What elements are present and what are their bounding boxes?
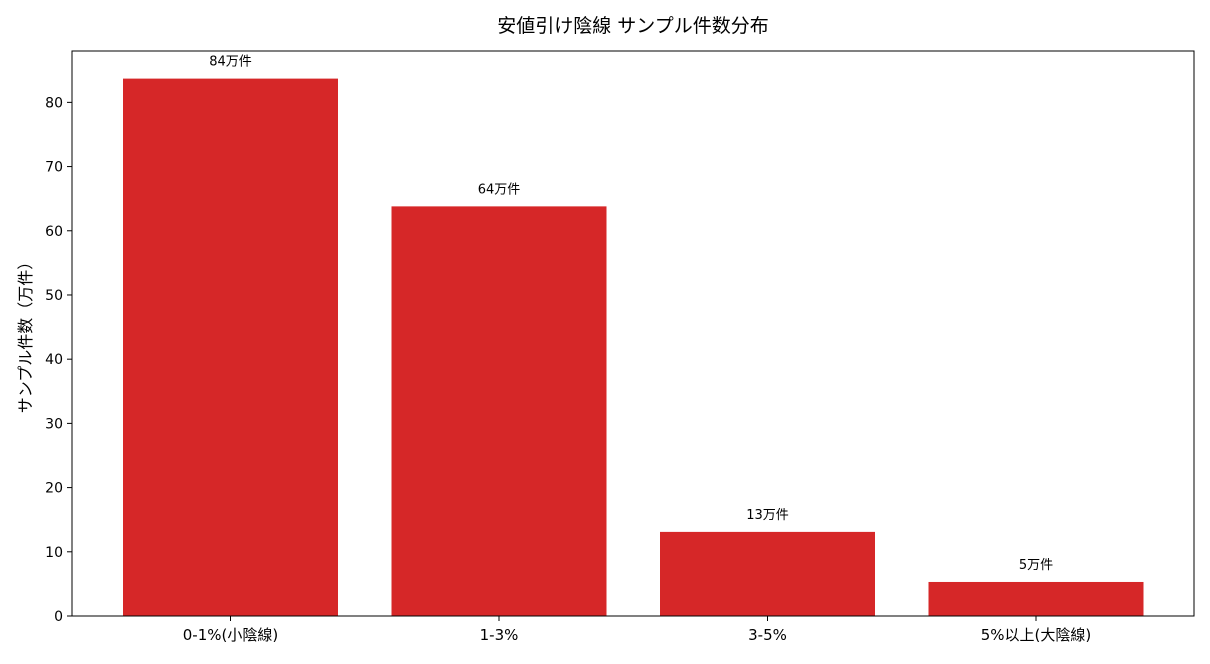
plot-frame [71, 50, 1195, 617]
x-tick-label: 5%以上(大陰線) [981, 626, 1092, 644]
y-tick-label: 80 [45, 95, 63, 111]
y-tick-label: 20 [45, 481, 63, 497]
y-tick-label: 30 [45, 416, 63, 432]
bar [928, 581, 1144, 616]
bar [391, 206, 607, 616]
bar-data-label: 5万件 [1019, 558, 1053, 573]
y-axis-ticks: 0 10 20 30 40 50 60 70 80 [45, 95, 72, 625]
y-tick-label: 50 [45, 288, 63, 304]
x-tick-label: 0-1%(小陰線) [183, 626, 278, 644]
x-tick-label: 3-5% [748, 626, 787, 644]
chart-title: 安値引け陰線 サンプル件数分布 [497, 15, 768, 37]
y-tick-label: 70 [45, 160, 63, 176]
y-tick-label: 40 [45, 352, 63, 368]
y-tick-label: 60 [45, 224, 63, 240]
bar [660, 531, 875, 616]
y-tick-label: 0 [54, 609, 63, 625]
bar-data-label: 84万件 [209, 55, 252, 70]
x-axis-ticks: 0-1%(小陰線) 1-3% 3-5% 5%以上(大陰線) [183, 616, 1091, 644]
bar-data-label: 64万件 [478, 182, 521, 197]
data-labels: 84万件 64万件 13万件 5万件 [209, 55, 1053, 573]
x-tick-label: 1-3% [480, 626, 519, 644]
y-tick-label: 10 [45, 545, 63, 561]
y-axis-label: サンプル件数（万件） [16, 254, 35, 414]
bar [123, 78, 338, 616]
bars [123, 78, 1144, 616]
bar-data-label: 13万件 [746, 508, 789, 523]
